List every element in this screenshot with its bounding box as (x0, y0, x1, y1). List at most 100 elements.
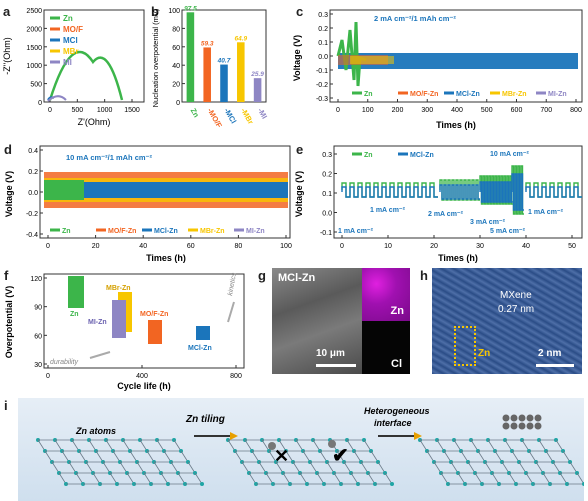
lattice-bond (559, 472, 568, 485)
panel-f-xlabel: Cycle life (h) (117, 381, 171, 391)
lattice-bond (261, 439, 270, 452)
lattice-bond (44, 450, 53, 463)
legend-label: MO/F-Zn (410, 91, 438, 98)
legend-label: Zn (62, 228, 71, 235)
lattice-bond (88, 439, 97, 452)
lattice-bond (234, 450, 243, 463)
lattice-bond (241, 461, 250, 474)
mcl-rate-2 (439, 184, 480, 200)
lattice-bond (126, 472, 135, 485)
tem-image: MXene 0.27 nm Zn 2 nm (432, 268, 582, 374)
zn-atoms-label: Zn atoms (75, 426, 116, 436)
panel-label-g: g (258, 268, 266, 283)
bar-1 (203, 47, 211, 102)
lattice-bond (258, 461, 267, 474)
arrow-1-head (230, 432, 238, 440)
panel-a-nyquist-plot: 2500 2000 1500 1000 500 0 0 500 1000 1500 -Z''(O… (2, 8, 145, 127)
legend-label: MCl (63, 36, 78, 45)
legend-label: MCl-Zn (410, 152, 434, 159)
lattice-bond (484, 461, 493, 474)
legend-label: MO/F (63, 25, 83, 34)
lattice-bond (102, 461, 111, 474)
lattice-bond (569, 461, 578, 474)
panel-label-e: e (296, 142, 304, 157)
legend-label: MBr (63, 47, 79, 56)
heterogeneous-label: Heterogeneous (364, 406, 430, 416)
legend-label: MI-Zn (548, 91, 567, 98)
lattice-bond (85, 461, 94, 474)
panel-b-bar-chart: Nucleation overpotential (mV) 100 80 60 40 2… (151, 5, 269, 129)
x-tick-label: 500 (481, 107, 493, 114)
zn-deposit-atom (518, 422, 526, 430)
lattice-bond (377, 461, 386, 474)
x-tick-label: 400 (451, 107, 463, 114)
f-label-zn: Zn (70, 311, 79, 318)
lattice-bond (285, 450, 294, 463)
x-tick-label: 20 (92, 243, 100, 250)
x-tick-label: 700 (540, 107, 552, 114)
zn-deposit-atom (510, 414, 518, 422)
lattice-bond (470, 439, 479, 452)
f-note-durability: durability (50, 359, 79, 366)
lattice-bond (450, 461, 459, 474)
category-label: -MBr (239, 107, 255, 126)
lattice-bond (173, 439, 182, 452)
x-tick-label: 0 (340, 243, 344, 250)
lattice-bond (68, 461, 77, 474)
f-mof-block (148, 320, 162, 344)
cross-mark-icon: ✕ (274, 446, 289, 466)
lattice-bond (248, 472, 257, 485)
lattice-atom (390, 482, 394, 486)
y-tick-label: 0.3 (322, 152, 332, 159)
tem-spacing: 0.27 nm (498, 304, 535, 315)
lattice-bond (95, 450, 104, 463)
x-tick-label: 60 (187, 243, 195, 250)
lattice-bond (538, 439, 547, 452)
lattice-bond (180, 450, 189, 463)
lattice-bond (170, 461, 179, 474)
x-tick-label: 40 (522, 243, 530, 250)
lattice-bond (160, 472, 169, 485)
lattice-bond (518, 461, 527, 474)
lattice-bond (384, 472, 393, 485)
panel-d-condition: 10 mA cm⁻²/1 mAh cm⁻² (66, 153, 152, 162)
x-tick-label: 500 (71, 107, 83, 114)
x-tick-label: 600 (511, 107, 523, 114)
arrow-2-head (414, 432, 422, 440)
bar-value-label: 64.9 (234, 35, 247, 42)
lattice-bond (460, 450, 469, 463)
lattice-bond (61, 450, 70, 463)
legend-label: MO/F-Zn (108, 228, 136, 235)
lattice-bond (268, 450, 277, 463)
tem-material: MXene (500, 290, 532, 301)
category-label: -MI (256, 107, 269, 121)
lattice-bond (58, 472, 67, 485)
y-tick-label: 0.2 (322, 172, 332, 179)
category-label: -MCl (222, 107, 238, 126)
y-tick-label: 0.1 (322, 191, 332, 198)
lattice-bond (494, 450, 503, 463)
lattice-bond (139, 439, 148, 452)
lattice-bond (112, 450, 121, 463)
legend-label: MCl-Zn (456, 91, 480, 98)
lattice-bond (129, 450, 138, 463)
y-tick-label: 40 (172, 63, 180, 70)
lattice-bond (528, 450, 537, 463)
x-tick-label: 80 (235, 243, 243, 250)
x-tick-label: 0 (336, 107, 340, 114)
y-tick-label: 100 (168, 8, 180, 15)
zn-cluster-atom (268, 442, 276, 450)
y-tick-label: -0.2 (316, 82, 328, 89)
x-tick-label: 100 (280, 243, 292, 250)
lattice-bond (227, 439, 236, 452)
lattice-bond (316, 472, 325, 485)
legend-label: MI (63, 58, 72, 67)
bar-value-label: 59.3 (201, 40, 214, 47)
legend-label: Zn (364, 152, 373, 159)
lattice-bond (555, 439, 564, 452)
bar-value-label: 40.7 (217, 58, 231, 65)
panel-c-ylabel: Voltage (V) (292, 35, 302, 81)
legend-label: MBr-Zn (200, 228, 225, 235)
x-tick-label: 1500 (124, 107, 140, 114)
lattice-bond (453, 439, 462, 452)
